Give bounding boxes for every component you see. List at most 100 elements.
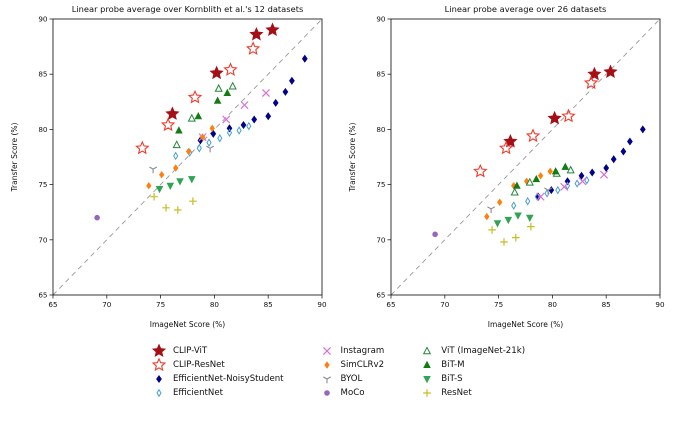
- data-point: [323, 390, 330, 396]
- x-axis-label: ImageNet Score (%): [487, 320, 562, 329]
- data-point: [532, 174, 540, 183]
- data-point: [583, 75, 598, 90]
- x-tick-label: 80: [547, 300, 557, 309]
- legend-column: ViT (ImageNet-21k) BiT-M BiT-S ResNet: [418, 344, 525, 400]
- data-point: [301, 54, 308, 63]
- x-tick-label: 70: [102, 300, 112, 309]
- series-moco: [431, 231, 438, 238]
- data-point: [423, 389, 432, 397]
- y-tick-label: 85: [38, 70, 47, 79]
- x-tick-label: 70: [440, 300, 450, 309]
- data-point: [196, 143, 202, 153]
- y-axis-label: Transfer Score (%): [10, 122, 19, 192]
- legend: CLIP-ViT CLIP-ResNet EfficientNet-NoisyStu…: [150, 344, 525, 400]
- data-point: [161, 204, 170, 212]
- legend-item-instagram: Instagram: [318, 344, 385, 358]
- series-simclrv2: [483, 167, 553, 221]
- axis-ticks: 65 70 75 80 85 90 65 70 75 80 85 90: [376, 15, 665, 310]
- legend-label: BiT-S: [441, 374, 463, 384]
- clip-resnet-marker-icon: [151, 358, 167, 372]
- data-point: [245, 121, 251, 131]
- series-efficientnet-noisystudent: [197, 54, 308, 145]
- x-tick-label: 90: [317, 300, 327, 309]
- x-tick-label: 80: [209, 300, 219, 309]
- legend-label: ResNet: [441, 388, 472, 398]
- data-point: [172, 164, 178, 172]
- data-point: [487, 226, 496, 234]
- data-point: [431, 231, 438, 238]
- x-tick-label: 65: [48, 300, 57, 309]
- data-point: [223, 88, 231, 96]
- data-point: [250, 115, 257, 124]
- data-point: [322, 376, 331, 384]
- y-tick-label: 75: [38, 180, 47, 189]
- data-point: [493, 220, 501, 228]
- series-bit-m: [174, 88, 231, 134]
- legend-label: EfficientNet-NoisyStudent: [172, 374, 284, 384]
- y-tick-label: 90: [376, 15, 386, 24]
- data-point: [423, 346, 432, 355]
- bit-m-marker-icon: [423, 360, 432, 368]
- data-point: [543, 187, 552, 195]
- moco-marker-icon: [323, 390, 330, 396]
- data-point: [164, 106, 180, 120]
- data-point: [174, 126, 183, 134]
- data-point: [547, 167, 553, 176]
- clip-vit-marker-icon: [151, 344, 167, 358]
- data-point: [155, 186, 163, 194]
- data-point: [510, 187, 519, 196]
- data-point: [172, 140, 181, 149]
- data-point: [221, 115, 230, 124]
- data-point: [205, 145, 214, 153]
- y-tick-label: 80: [376, 125, 386, 134]
- data-point: [511, 233, 520, 242]
- data-point: [248, 27, 264, 41]
- data-point: [620, 147, 626, 156]
- series-instagram: [198, 88, 270, 142]
- data-point: [472, 163, 488, 178]
- legend-column: Instagram SimCLRv2 BYOL MoCo: [318, 344, 385, 400]
- data-point: [149, 192, 158, 201]
- series-bit-s: [493, 212, 534, 228]
- data-point: [574, 179, 580, 188]
- data-point: [525, 177, 534, 186]
- data-point: [185, 147, 191, 156]
- data-point: [261, 88, 270, 98]
- series-byol: [148, 145, 214, 174]
- data-point: [512, 181, 521, 189]
- data-point: [245, 41, 260, 55]
- y-tick-label: 65: [376, 291, 385, 300]
- legend-label: EfficientNet: [172, 388, 223, 398]
- legend-label: BiT-M: [441, 360, 465, 370]
- series-bit-m: [512, 162, 569, 189]
- legend-item-moco: MoCo: [318, 386, 385, 400]
- data-point: [554, 185, 560, 195]
- y-tick-label: 70: [38, 235, 48, 244]
- data-point: [236, 126, 242, 135]
- series-clip-resnet: [134, 41, 260, 155]
- data-point: [486, 206, 495, 214]
- identity-line: [390, 18, 660, 296]
- data-point: [209, 124, 215, 133]
- data-point: [504, 216, 512, 225]
- data-point: [288, 76, 295, 85]
- data-point: [602, 163, 609, 173]
- data-point: [216, 133, 222, 143]
- data-point: [626, 137, 633, 146]
- legend-item-efficientnet: EfficientNet: [150, 386, 284, 400]
- data-point: [510, 181, 516, 190]
- left-scatter-plot: 65 70 75 80 85 90 65 70 75 80 85 90 Linear probe ave…: [10, 4, 327, 329]
- data-point: [599, 170, 608, 179]
- legend-item-byol: BYOL: [318, 372, 385, 386]
- legend-label: CLIP-ResNet: [172, 360, 225, 370]
- legend-label: Instagram: [340, 346, 385, 356]
- subplot-right: 65 70 75 80 85 90 65 70 75 80 85 90 Linear probe ave…: [345, 2, 669, 336]
- data-point: [578, 171, 584, 180]
- series-resnet: [487, 222, 535, 246]
- series-vit-imagenet-21k: [172, 81, 237, 149]
- legend-label: SimCLRv2: [340, 360, 385, 370]
- plots-row: 65 70 75 80 85 90 65 70 75 80 85 90 Linear probe ave…: [7, 2, 669, 336]
- legend-label: BYOL: [340, 374, 363, 384]
- series-moco: [93, 214, 100, 221]
- bit-s-marker-icon: [423, 376, 432, 384]
